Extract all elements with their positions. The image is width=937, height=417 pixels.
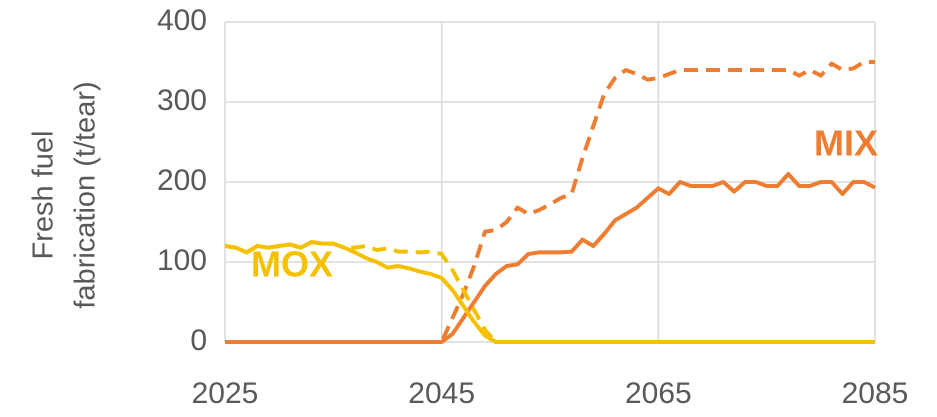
x-tick-label: 2025 xyxy=(192,377,259,410)
y-tick-label: 0 xyxy=(190,324,207,357)
x-tick-label: 2045 xyxy=(408,377,475,410)
x-tick-label: 2065 xyxy=(625,377,692,410)
series-line xyxy=(225,172,876,344)
series-line xyxy=(225,60,875,344)
y-axis-label: Fresh fuel xyxy=(28,131,60,260)
y-tick-label: 200 xyxy=(157,164,207,197)
series-line xyxy=(224,240,875,344)
y-tick-label: 300 xyxy=(157,84,207,117)
annotation: MOX xyxy=(251,244,333,285)
y-tick-label: 100 xyxy=(157,244,207,277)
x-tick-label: 2085 xyxy=(842,377,909,410)
y-tick-label: 400 xyxy=(157,4,207,37)
y-axis-label: fabrication (t/tear) xyxy=(70,81,102,308)
annotation: MIX xyxy=(814,123,878,164)
